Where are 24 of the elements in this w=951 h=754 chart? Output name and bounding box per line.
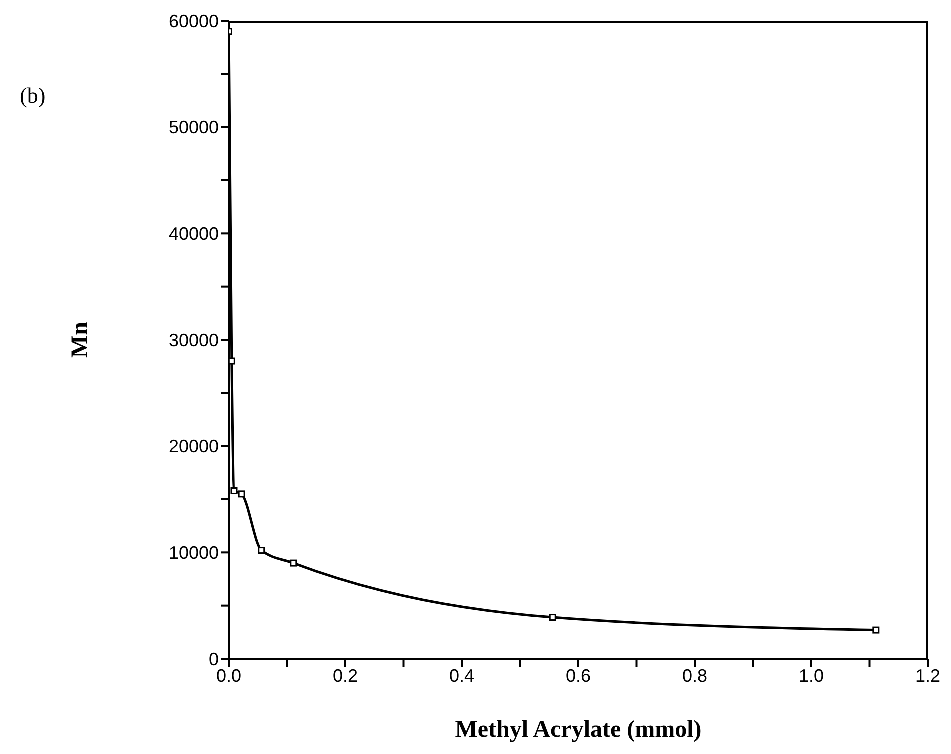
x-axis-title: Methyl Acrylate (mmol)	[455, 717, 702, 743]
text: (b)	[20, 83, 46, 109]
y-tick-label: 0	[208, 649, 219, 670]
point	[230, 487, 238, 494]
point	[290, 560, 298, 567]
x-tick-label: 0.6	[566, 666, 592, 686]
x-tick-label: 0.4	[449, 666, 475, 686]
point	[872, 626, 880, 634]
y-tick-label: 50000	[168, 118, 219, 138]
x-tick-label: 1.2	[915, 666, 941, 686]
x-tick-label: 0.0	[216, 666, 242, 686]
point	[238, 490, 246, 498]
y-tick-label: 30000	[168, 330, 219, 350]
y-tick-label: 10000	[168, 543, 219, 564]
point	[229, 358, 236, 365]
x-tick-label: 1.0	[798, 666, 824, 686]
point	[258, 547, 266, 554]
x-tick-label: 0.8	[682, 666, 708, 686]
y-tick-label: 60000	[168, 11, 219, 32]
point	[549, 614, 556, 622]
y-tick-label: 40000	[168, 224, 219, 244]
y-tick-label: 20000	[168, 436, 219, 457]
x-tick-label: 0.2	[332, 666, 358, 686]
y-axis-title: Mn	[68, 322, 94, 358]
